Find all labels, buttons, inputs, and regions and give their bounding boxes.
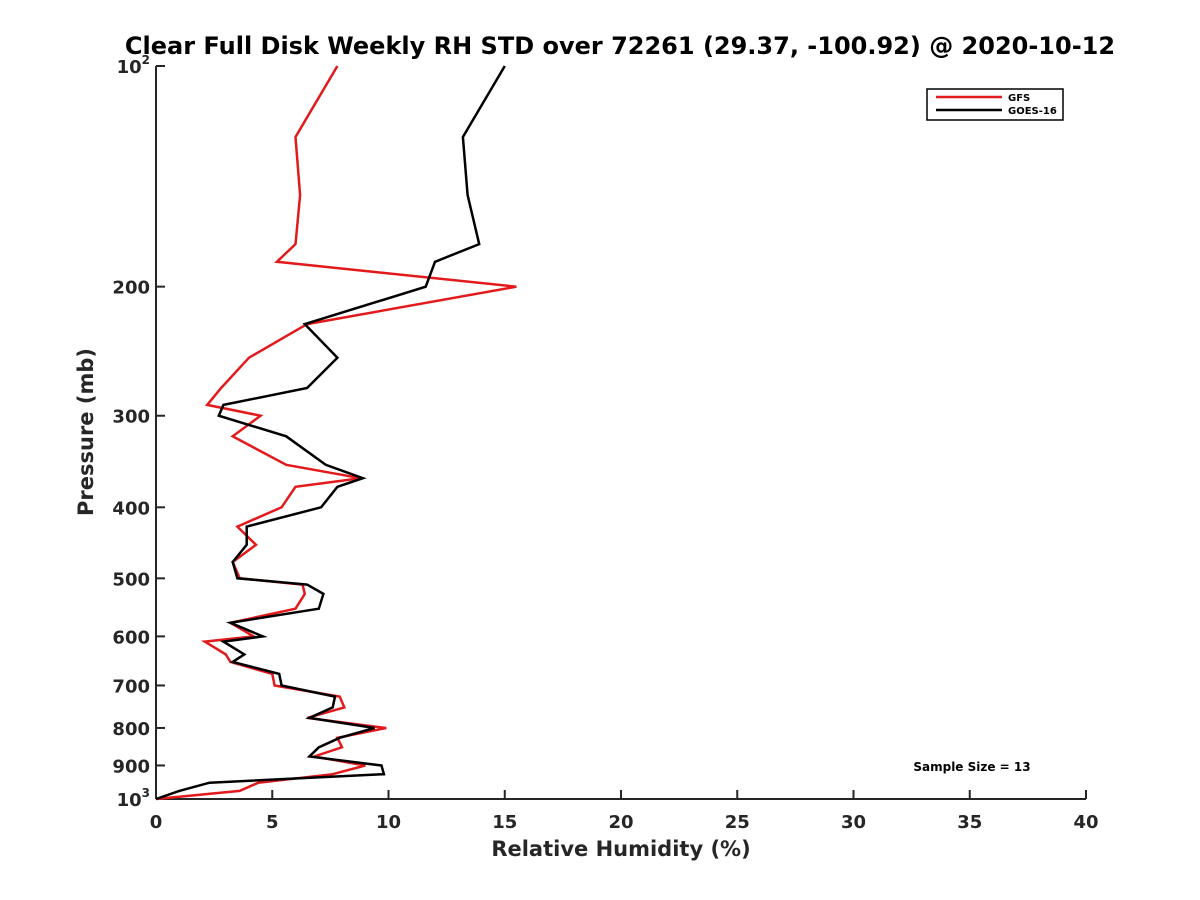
x-axis-ticks: 0 5 10 15 20 25 30 35 40 <box>150 790 1099 833</box>
legend-goes16-label: GOES-16 <box>1008 106 1057 117</box>
y-tick-label: 102 <box>117 53 150 78</box>
legend: GFS GOES-16 <box>926 88 1064 121</box>
y-tick-exponent: 2 <box>142 53 150 67</box>
y-tick-label: 700 <box>112 676 150 697</box>
plot-area: 0 5 10 15 20 25 30 35 40 10220030040050060070080… <box>112 53 1098 833</box>
y-tick-base: 10 <box>117 790 142 811</box>
y-tick-label: 500 <box>112 569 150 590</box>
y-tick-label: 300 <box>112 407 150 428</box>
y-tick-label: 103 <box>117 786 150 811</box>
y-tick-base: 10 <box>117 57 142 78</box>
y-tick-exponent: 3 <box>142 786 150 800</box>
series-line-gfs <box>155 65 517 801</box>
y-tick-label: 200 <box>112 278 150 299</box>
x-tick-label: 25 <box>725 812 750 833</box>
x-tick-label: 5 <box>266 812 279 833</box>
sample-size-annotation: Sample Size = 13 <box>913 760 1030 774</box>
chart-title: Clear Full Disk Weekly RH STD over 72261… <box>125 32 1115 60</box>
x-tick-label: 30 <box>841 812 866 833</box>
y-tick-label: 800 <box>112 719 150 740</box>
legend-box <box>926 88 1064 121</box>
x-tick-label: 0 <box>150 812 163 833</box>
y-tick-label: 900 <box>112 756 150 777</box>
x-tick-label: 20 <box>608 812 633 833</box>
x-tick-label: 35 <box>957 812 982 833</box>
x-tick-label: 15 <box>492 812 517 833</box>
y-tick-label: 600 <box>112 627 150 648</box>
x-tick-label: 10 <box>376 812 401 833</box>
y-tick-label: 400 <box>112 498 150 519</box>
series-lines <box>155 65 517 801</box>
series-line-goes-16 <box>155 65 506 801</box>
x-tick-label: 40 <box>1073 812 1098 833</box>
x-axis-label: Relative Humidity (%) <box>491 837 750 861</box>
legend-gfs-label: GFS <box>1008 93 1030 104</box>
y-axis-label: Pressure (mb) <box>74 348 98 516</box>
